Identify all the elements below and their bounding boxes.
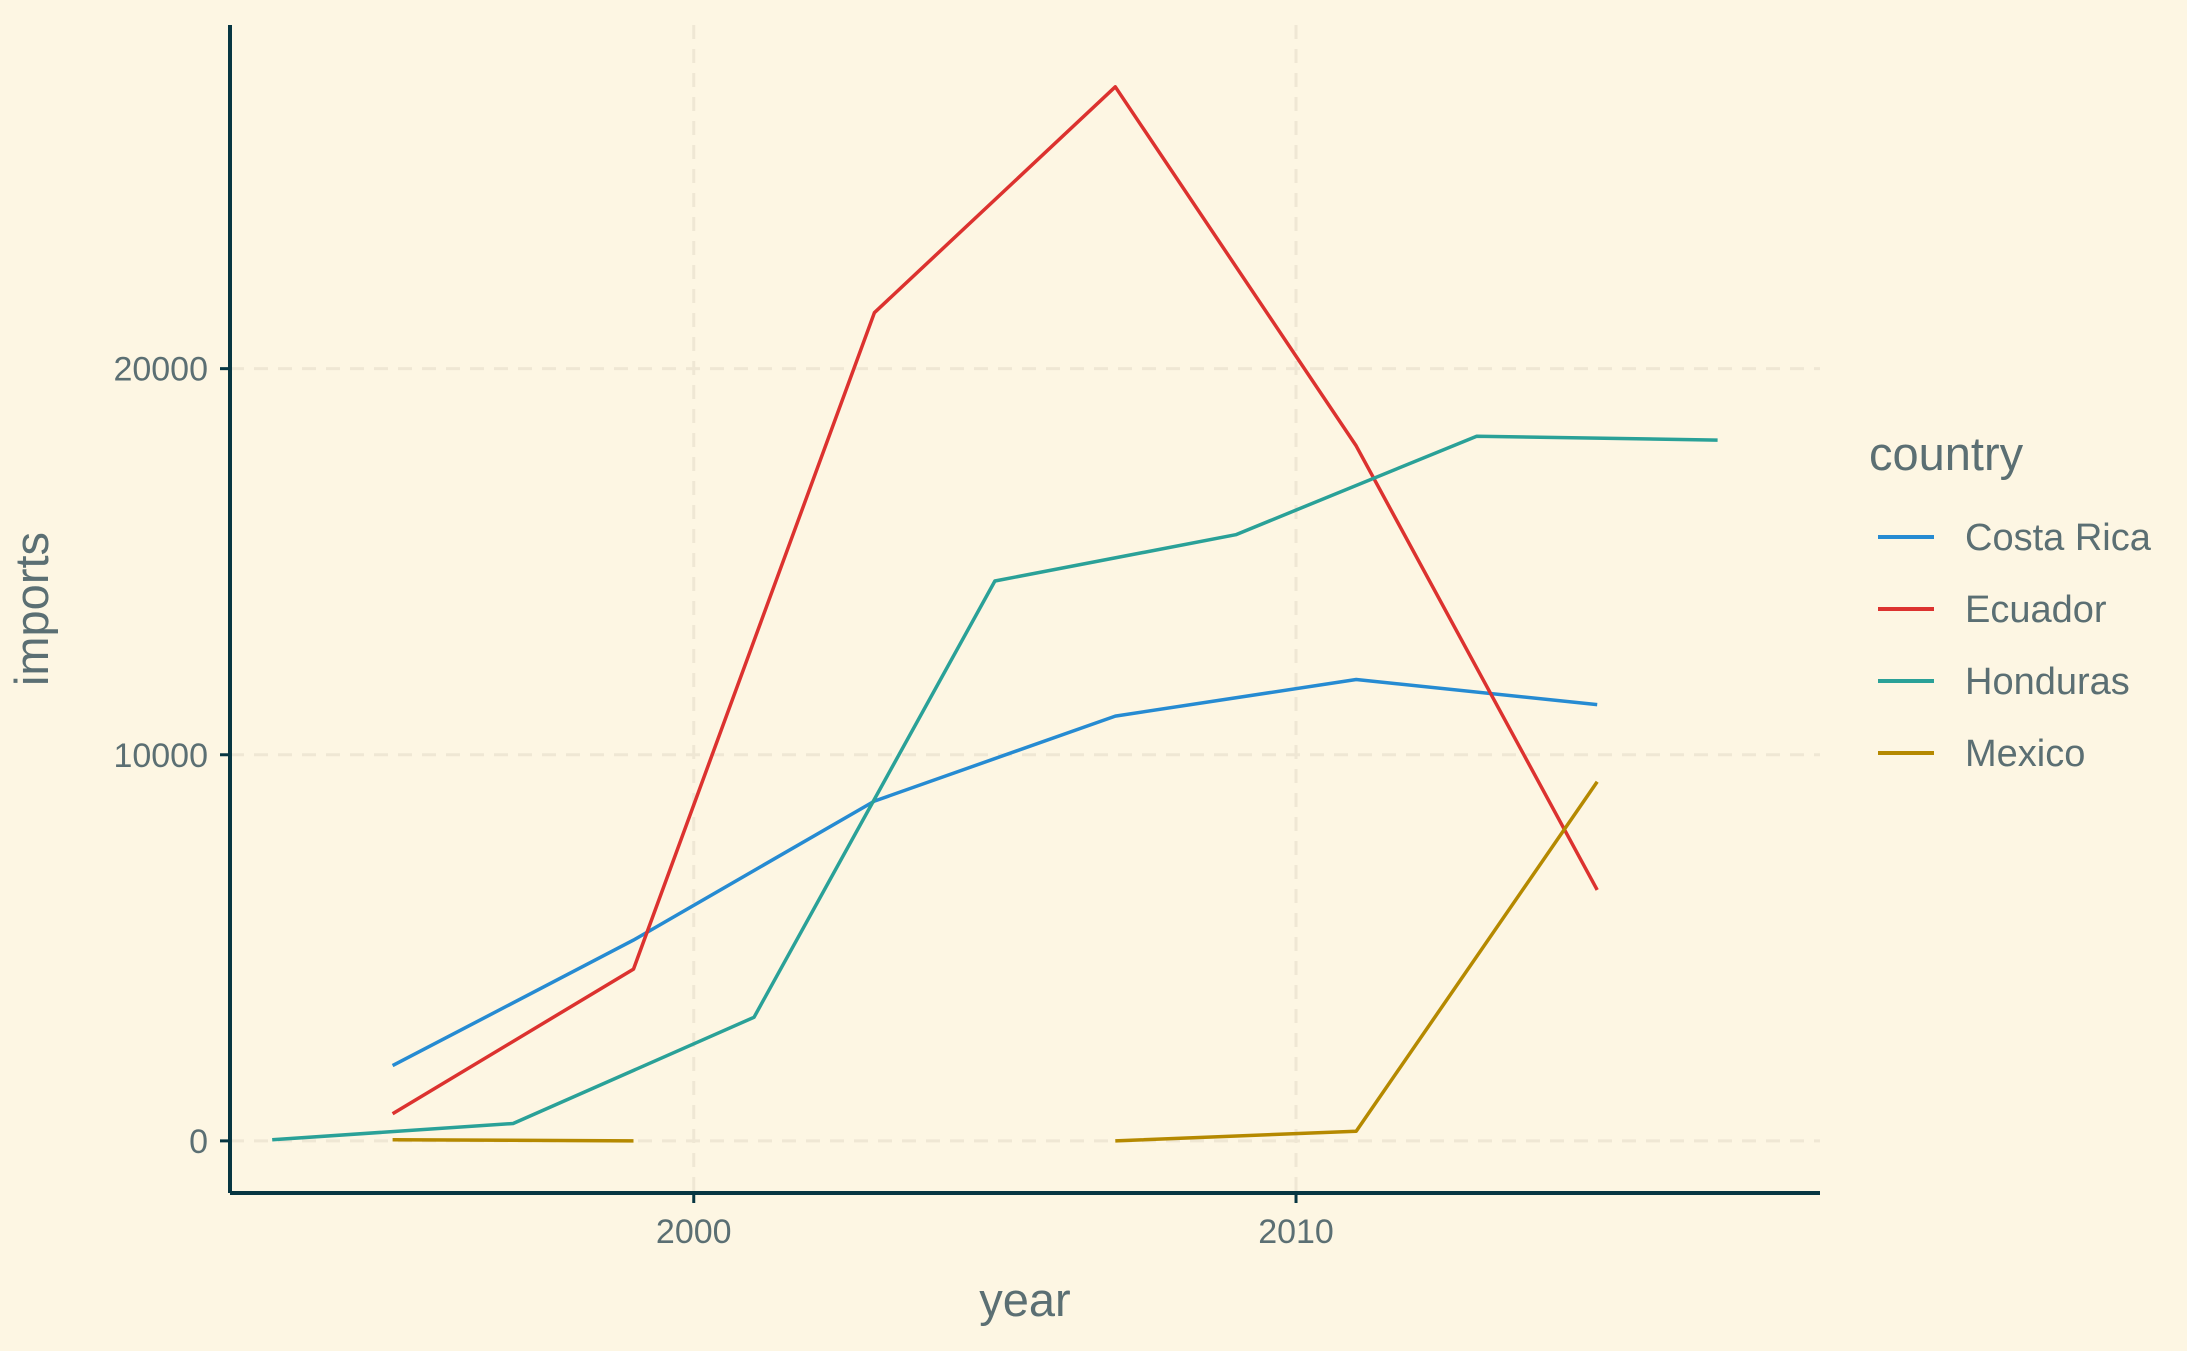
series-line-costa-rica: [391, 677, 1598, 1068]
x-tick-label: 2000: [656, 1213, 732, 1251]
series-lines: [272, 85, 1718, 1143]
legend-label-honduras: Honduras: [1965, 661, 2130, 703]
y-axis-title: imports: [5, 532, 58, 686]
legend-title: country: [1869, 427, 2024, 480]
grid: [230, 25, 1820, 1193]
legend: country Costa Rica Ecuador Honduras Mexico: [1869, 427, 2152, 775]
y-tick-label: 20000: [113, 351, 208, 389]
legend-label-costa-rica: Costa Rica: [1965, 517, 2152, 559]
series-line-mexico-1: [392, 1137, 634, 1143]
tick-labels: 0 10000 20000 2000 2010: [113, 351, 1333, 1251]
axes: [228, 25, 1820, 1195]
x-tick-label: 2010: [1258, 1213, 1334, 1251]
legend-label-ecuador: Ecuador: [1965, 589, 2107, 631]
legend-items: Costa Rica Ecuador Honduras Mexico: [1878, 517, 2152, 775]
series-line-honduras: [272, 434, 1718, 1142]
series-line-mexico-2: [1115, 780, 1599, 1143]
y-tick-label: 10000: [113, 737, 208, 775]
series-line-ecuador: [391, 85, 1599, 1116]
x-axis-title: year: [979, 1273, 1070, 1326]
legend-label-mexico: Mexico: [1965, 733, 2085, 775]
y-tick-label: 0: [189, 1123, 208, 1161]
